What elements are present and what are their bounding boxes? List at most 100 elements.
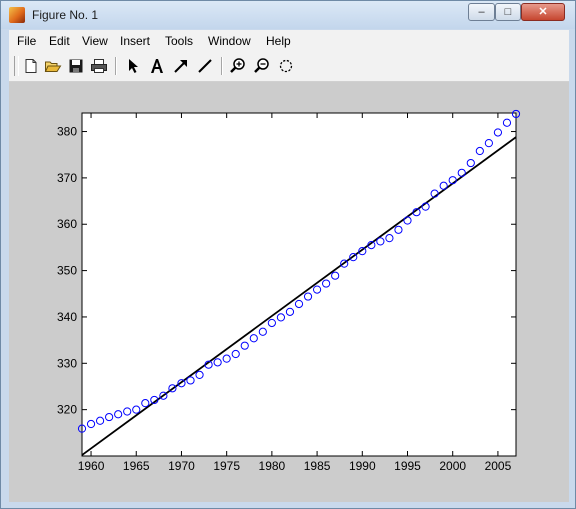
x-tick-label: 1990 bbox=[349, 459, 376, 473]
figure-toolbar bbox=[9, 52, 569, 82]
data-point bbox=[114, 410, 123, 419]
x-tick-label: 1960 bbox=[78, 459, 105, 473]
data-point bbox=[331, 271, 340, 280]
data-point bbox=[394, 225, 403, 234]
new-file-button[interactable] bbox=[21, 56, 41, 76]
data-point bbox=[222, 354, 231, 363]
maximize-button[interactable]: □ bbox=[495, 3, 521, 21]
menu-insert[interactable]: Insert bbox=[120, 34, 151, 48]
close-button[interactable]: ✕ bbox=[521, 3, 565, 21]
data-point bbox=[177, 379, 186, 388]
menu-file[interactable]: File bbox=[17, 34, 37, 48]
y-tick-label: 380 bbox=[57, 125, 77, 139]
insert-arrow-button[interactable] bbox=[171, 56, 191, 76]
y-tick-label: 360 bbox=[57, 217, 77, 231]
fit-line-layer bbox=[81, 136, 517, 456]
figure-canvas[interactable]: 1960 1965 1970 1975 1980 1985 1990 1995 2000 2005… bbox=[9, 82, 569, 502]
toolbar-separator bbox=[115, 57, 117, 75]
x-tick-label: 1965 bbox=[123, 459, 150, 473]
data-point bbox=[276, 313, 286, 322]
toolbar-separator bbox=[221, 57, 223, 75]
insert-line-icon bbox=[198, 59, 212, 73]
minimize-button[interactable]: – bbox=[468, 3, 495, 21]
data-point bbox=[412, 208, 421, 217]
data-point bbox=[105, 412, 114, 422]
edit-plot-button[interactable] bbox=[123, 56, 143, 76]
y-tick-label: 320 bbox=[57, 403, 77, 417]
axis-ticks: 1960 1965 1970 1975 1980 1985 1990 1995 2000 2005… bbox=[57, 113, 516, 473]
x-tick-label: 1970 bbox=[168, 459, 195, 473]
print-icon bbox=[91, 59, 107, 73]
zoom-out-icon bbox=[254, 58, 269, 73]
data-point bbox=[403, 216, 412, 225]
x-tick-label: 1985 bbox=[304, 459, 331, 473]
zoom-in-button[interactable] bbox=[228, 56, 248, 76]
data-point bbox=[484, 139, 493, 148]
y-tick-label: 350 bbox=[57, 264, 77, 278]
menu-window[interactable]: Window bbox=[208, 34, 251, 48]
data-point bbox=[312, 285, 322, 294]
open-file-button[interactable] bbox=[43, 56, 63, 76]
data-point bbox=[502, 118, 512, 127]
title-bar[interactable]: Figure No. 1 – □ ✕ bbox=[1, 1, 575, 29]
toolbar-grip[interactable] bbox=[14, 56, 19, 76]
insert-text-icon bbox=[151, 59, 163, 73]
menu-bar: File Edit View Insert Tools Window Help bbox=[9, 30, 569, 52]
data-point bbox=[322, 279, 331, 288]
insert-line-button[interactable] bbox=[195, 56, 215, 76]
data-markers bbox=[77, 109, 521, 433]
menu-view[interactable]: View bbox=[82, 34, 108, 48]
co2-scatter-plot[interactable]: 1960 1965 1970 1975 1980 1985 1990 1995 2000 2005… bbox=[9, 82, 569, 502]
new-file-icon bbox=[25, 59, 37, 73]
data-point bbox=[77, 424, 87, 433]
x-tick-label: 1975 bbox=[213, 459, 240, 473]
menu-help[interactable]: Help bbox=[266, 34, 291, 48]
data-point bbox=[340, 259, 349, 268]
data-point bbox=[150, 395, 159, 405]
insert-text-button[interactable] bbox=[147, 56, 167, 76]
data-point bbox=[240, 341, 249, 350]
data-point bbox=[258, 327, 267, 336]
window-title: Figure No. 1 bbox=[32, 8, 99, 22]
data-point bbox=[294, 299, 304, 309]
save-icon bbox=[69, 59, 83, 73]
data-point bbox=[132, 405, 141, 414]
x-tick-label: 2000 bbox=[439, 459, 466, 473]
plot-axes-area[interactable] bbox=[81, 112, 517, 457]
data-point bbox=[285, 307, 295, 316]
menu-tools[interactable]: Tools bbox=[165, 34, 194, 48]
data-point bbox=[231, 349, 240, 359]
matlab-logo-icon bbox=[9, 7, 25, 23]
menu-edit[interactable]: Edit bbox=[49, 34, 70, 48]
open-folder-icon bbox=[44, 61, 62, 72]
data-point bbox=[385, 234, 394, 243]
data-point bbox=[249, 334, 258, 343]
fit-line bbox=[81, 136, 517, 456]
zoom-out-button[interactable] bbox=[252, 56, 272, 76]
y-tick-label: 370 bbox=[57, 171, 77, 185]
rotate-3d-button[interactable] bbox=[276, 56, 296, 76]
select-arrow-icon bbox=[129, 59, 138, 73]
data-point bbox=[159, 391, 168, 400]
data-point bbox=[448, 176, 457, 185]
data-point bbox=[457, 168, 466, 177]
data-point bbox=[493, 128, 503, 137]
data-point bbox=[466, 158, 475, 168]
data-point bbox=[195, 370, 204, 379]
data-point bbox=[213, 358, 222, 367]
save-button[interactable] bbox=[66, 56, 86, 76]
zoom-in-icon bbox=[230, 58, 245, 73]
y-tick-label: 330 bbox=[57, 356, 77, 370]
data-point bbox=[376, 237, 385, 246]
data-point bbox=[86, 419, 96, 429]
data-point bbox=[430, 189, 439, 198]
data-point bbox=[204, 360, 213, 369]
data-point bbox=[168, 384, 177, 393]
data-point bbox=[439, 181, 448, 190]
data-point bbox=[349, 253, 358, 262]
x-tick-label: 2005 bbox=[485, 459, 512, 473]
rotate-3d-icon bbox=[279, 59, 293, 73]
data-point bbox=[511, 109, 521, 119]
print-button[interactable] bbox=[89, 56, 109, 76]
